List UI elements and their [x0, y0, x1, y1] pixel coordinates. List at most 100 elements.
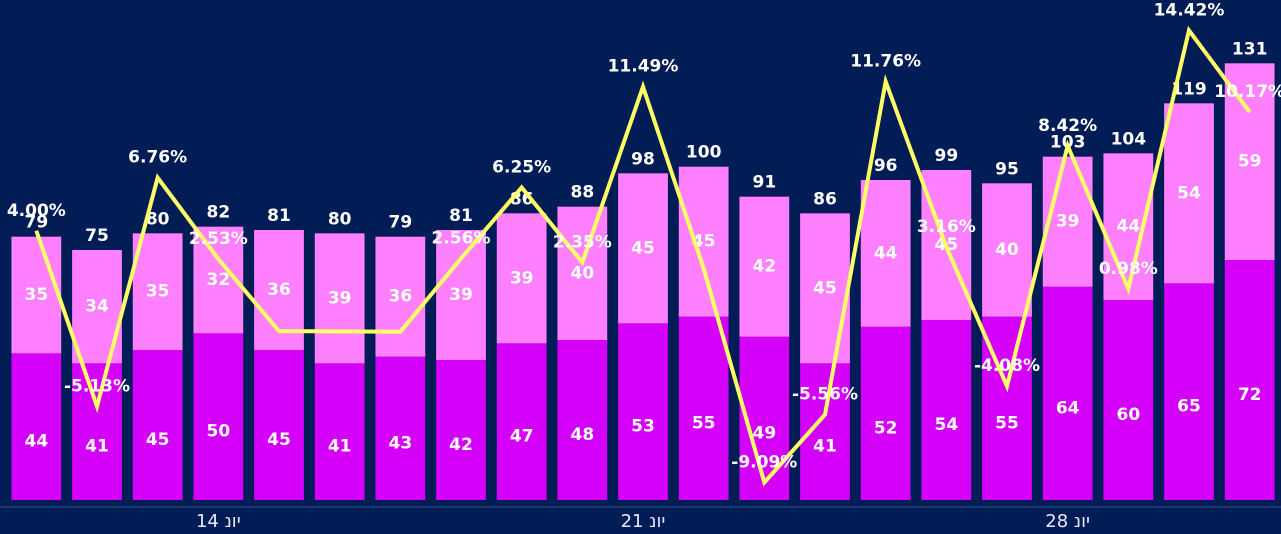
bar-segment	[982, 183, 1032, 317]
bar-segment	[132, 350, 183, 500]
bar-segment	[618, 173, 668, 324]
line-label: 11.49%	[608, 57, 679, 77]
bar-segment	[375, 236, 426, 357]
bar-segment	[1042, 156, 1093, 287]
segment-label: 65	[1177, 397, 1201, 417]
segment-label: 34	[85, 297, 109, 317]
total-label: 99	[934, 146, 958, 166]
line-label: 4.00%	[7, 201, 66, 221]
bar-segment	[254, 350, 304, 500]
line-label: 2.56%	[432, 228, 491, 248]
line-label: 2.35%	[553, 233, 612, 253]
total-label: 81	[449, 206, 473, 226]
segment-label: 50	[206, 422, 230, 442]
bar-segment	[314, 233, 365, 364]
line-label: 8.42%	[1038, 116, 1097, 136]
x-tick-label: 21 יונ	[621, 511, 666, 532]
segment-label: 45	[813, 278, 837, 298]
total-label: 95	[995, 159, 1019, 179]
line	[34, 25, 1252, 487]
bar-segment	[860, 180, 911, 327]
segment-label: 59	[1238, 152, 1262, 172]
total-label: 75	[85, 226, 109, 246]
segment-label: 41	[813, 437, 837, 457]
segment-label: 55	[692, 413, 716, 433]
line-label: 11.76%	[850, 52, 921, 72]
total-label: 80	[328, 209, 352, 229]
bar-segment	[496, 343, 547, 500]
segment-label: 35	[24, 285, 48, 305]
segment-label: 42	[752, 257, 776, 277]
total-label: 88	[570, 183, 594, 203]
segment-label: 32	[206, 270, 230, 290]
x-tick-label: 14 יונ	[196, 511, 241, 532]
line-label: 6.76%	[128, 148, 187, 168]
total-label: 119	[1171, 79, 1207, 99]
bar-segment	[1164, 103, 1214, 284]
bar-segment	[375, 356, 426, 500]
segment-label: 44	[24, 432, 48, 452]
segment-label: 54	[1177, 183, 1201, 203]
total-label: 98	[631, 149, 655, 169]
line-label: -5.56%	[792, 385, 858, 405]
bar-segment	[860, 326, 911, 500]
line-label: 10.17%	[1214, 82, 1281, 102]
total-label: 82	[206, 203, 230, 223]
total-label: 79	[388, 213, 412, 233]
segment-label: 45	[146, 430, 170, 450]
segment-label: 72	[1238, 385, 1262, 405]
segment-label: 49	[752, 423, 776, 443]
segment-label: 39	[510, 268, 534, 288]
bar-segment	[436, 360, 486, 500]
bar-segment	[739, 196, 790, 337]
bar-segment	[678, 166, 729, 317]
bar-segment	[1042, 286, 1093, 500]
segment-label: 36	[388, 287, 412, 307]
segment-label: 39	[1056, 212, 1080, 232]
line-label: 0.98%	[1099, 259, 1158, 279]
total-label: 96	[874, 156, 898, 176]
segment-label: 55	[995, 413, 1019, 433]
segment-label: 39	[328, 288, 352, 308]
total-label: 91	[752, 173, 776, 193]
segment-label: 47	[510, 427, 534, 447]
segment-label: 53	[631, 417, 655, 437]
segment-label: 40	[995, 240, 1019, 260]
segment-label: 42	[449, 435, 473, 455]
total-label: 100	[686, 143, 722, 163]
segment-label: 39	[449, 285, 473, 305]
bar-segment	[132, 233, 183, 350]
bar-segment	[800, 213, 850, 364]
total-label: 81	[267, 206, 291, 226]
segment-label: 36	[267, 280, 291, 300]
segment-label: 52	[874, 418, 898, 438]
line-label: 14.42%	[1154, 0, 1225, 20]
total-label: 80	[146, 209, 170, 229]
bar-segment	[557, 206, 608, 340]
segment-label: 48	[570, 425, 594, 445]
total-label: 79	[24, 213, 48, 233]
line-label: -5.13%	[64, 376, 130, 396]
segment-label: 54	[934, 415, 958, 435]
line-label: 3.16%	[917, 217, 976, 237]
segment-label: 43	[388, 433, 412, 453]
bar-segment	[11, 353, 62, 500]
total-label: 86	[813, 189, 837, 209]
line-label: 2.53%	[189, 229, 248, 249]
bar-segment	[557, 340, 608, 500]
line-label: 6.25%	[492, 158, 551, 178]
x-tick-label: 28 יונ	[1045, 511, 1090, 532]
segment-label: 40	[570, 263, 594, 283]
bar-segment	[72, 363, 122, 500]
line-label: -4.08%	[974, 356, 1040, 376]
bar-segment	[618, 323, 668, 500]
segment-label: 41	[85, 437, 109, 457]
bar-segment	[1224, 63, 1275, 261]
segment-label: 44	[874, 243, 898, 263]
bar-segment	[496, 213, 547, 344]
bar-segment	[1103, 300, 1154, 500]
bar-segment	[314, 363, 365, 500]
segment-label: 41	[328, 437, 352, 457]
segment-label: 44	[1116, 217, 1140, 237]
